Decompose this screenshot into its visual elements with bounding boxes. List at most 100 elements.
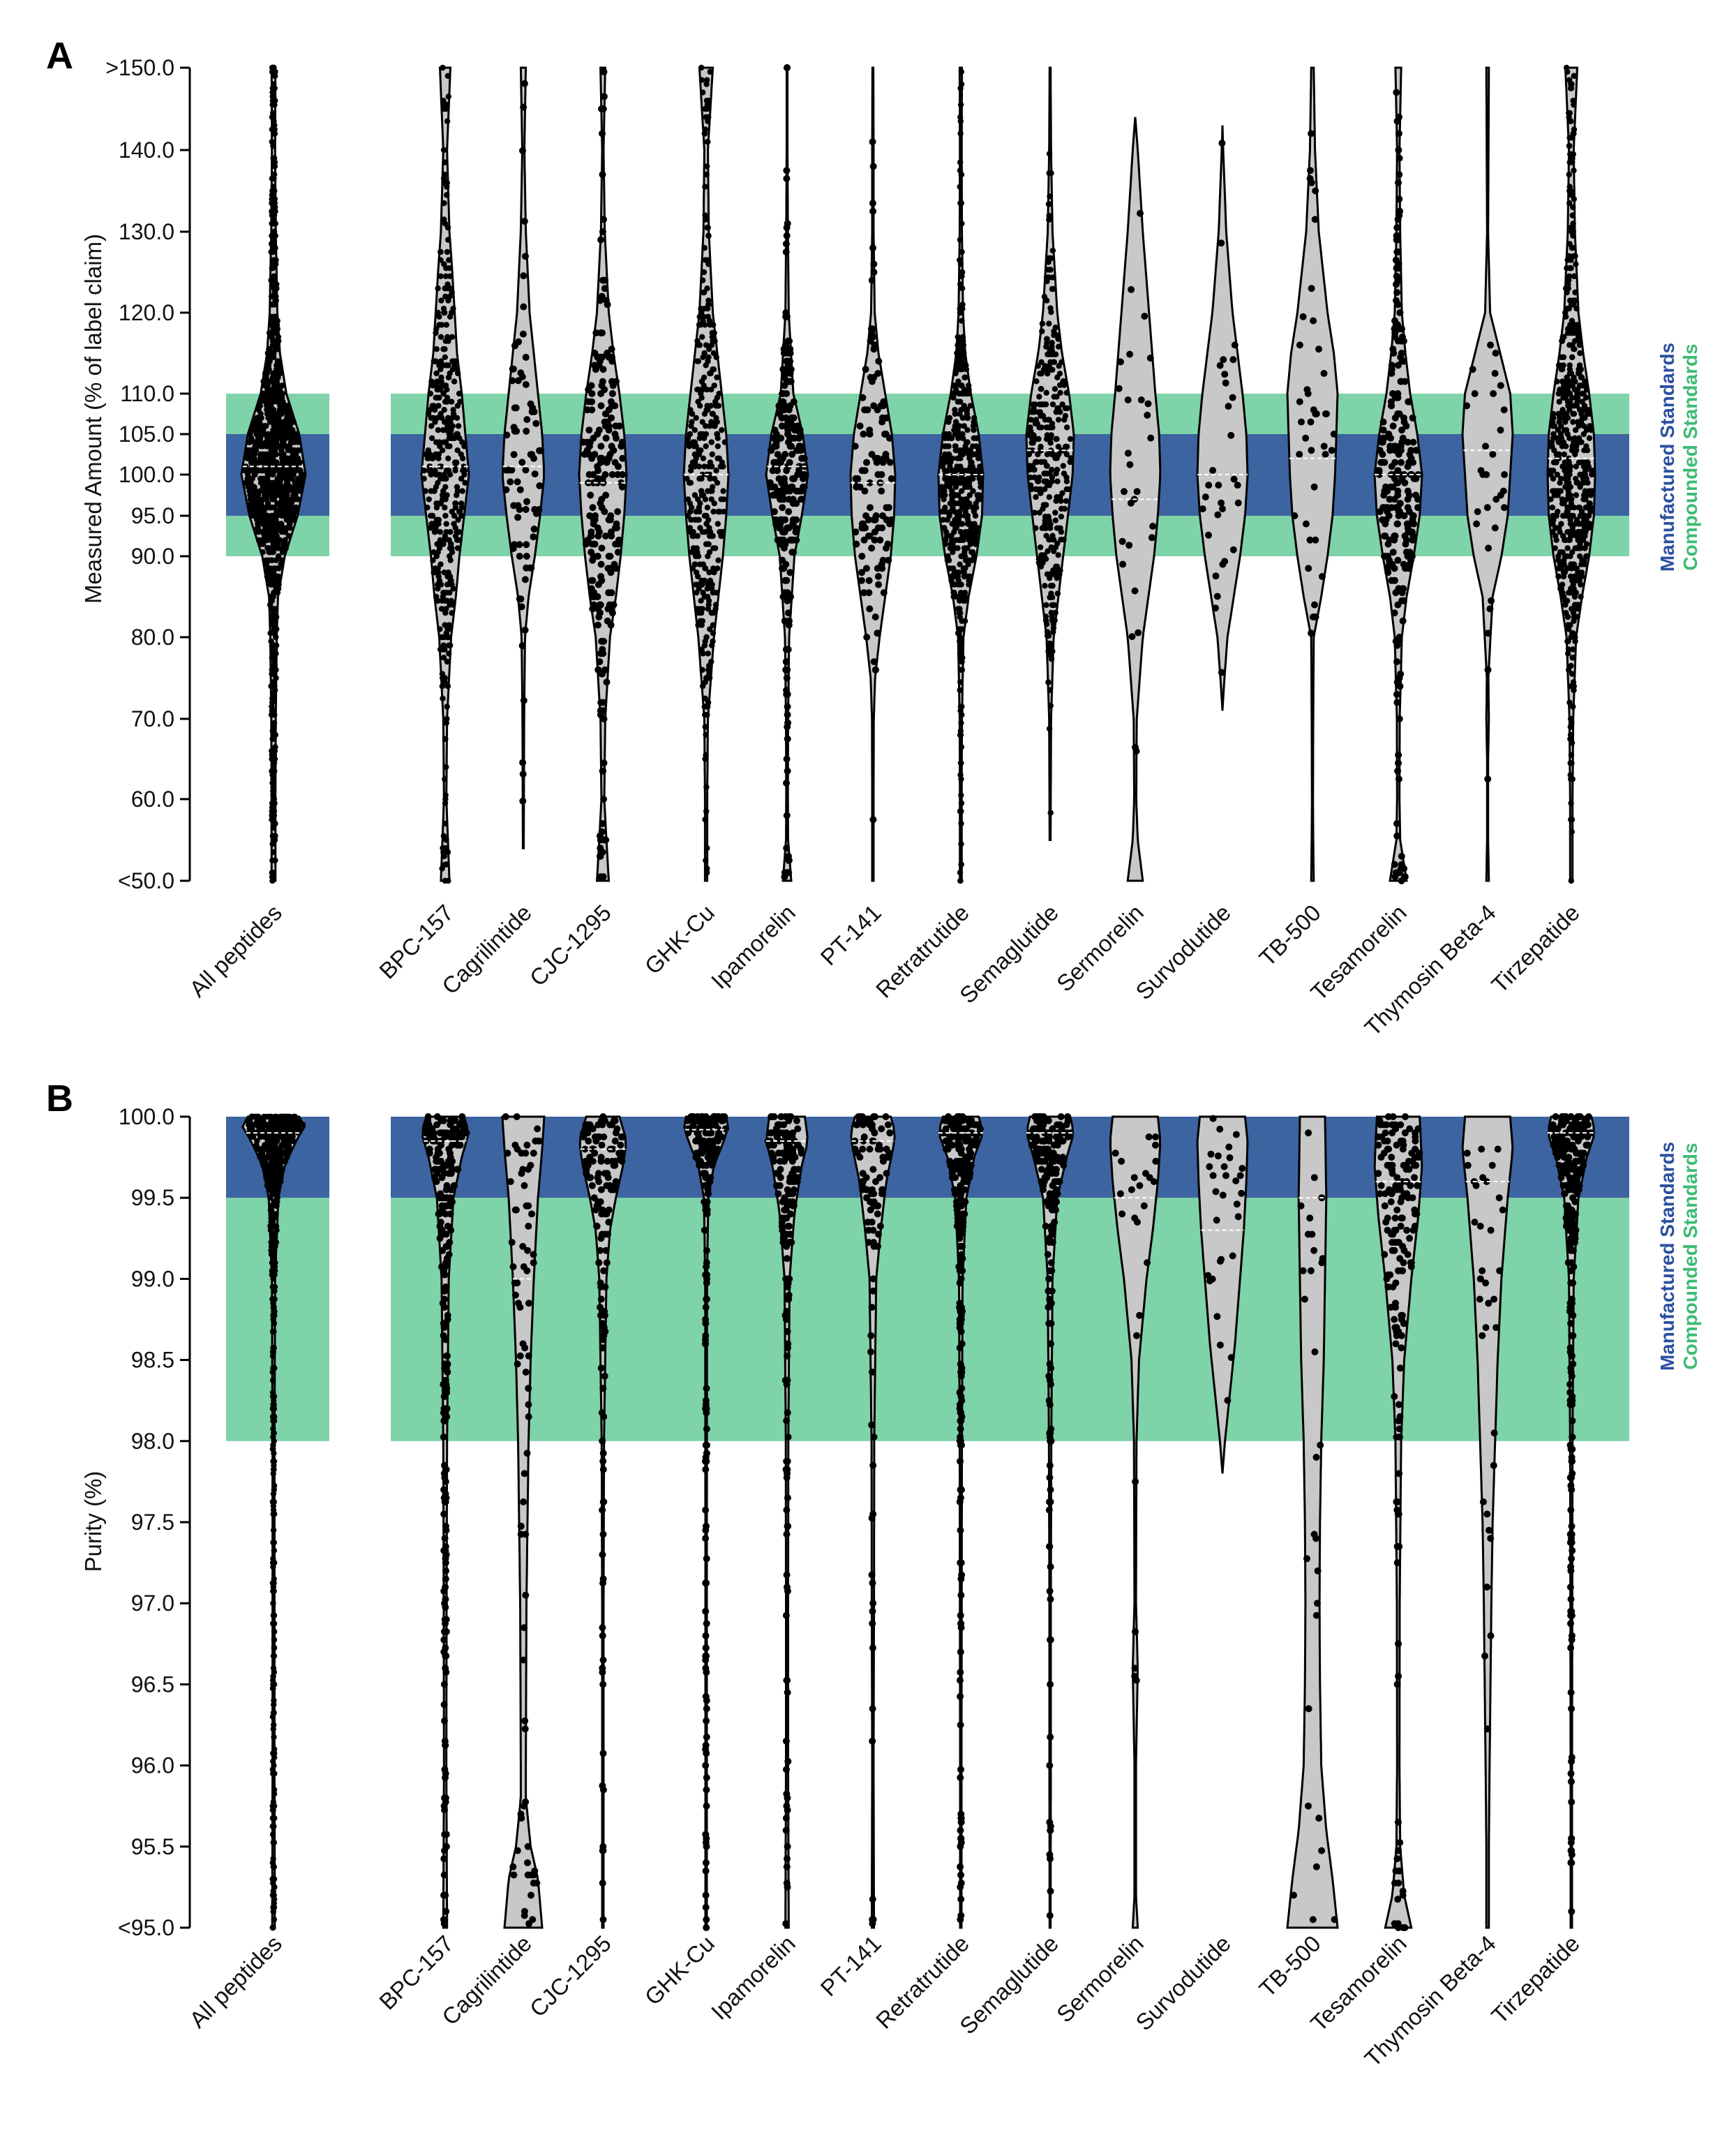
- data-point: [1391, 414, 1399, 422]
- data-point: [701, 269, 708, 276]
- data-point: [1404, 504, 1412, 512]
- data-point: [442, 221, 449, 227]
- data-point: [455, 423, 462, 429]
- data-point: [269, 1823, 276, 1829]
- data-point: [255, 435, 262, 441]
- data-point: [1580, 537, 1587, 543]
- data-point: [458, 451, 464, 458]
- data-point: [1215, 482, 1222, 489]
- data-point: [958, 861, 964, 868]
- data-point: [853, 540, 860, 548]
- data-point: [274, 439, 280, 445]
- data-point: [784, 357, 791, 365]
- data-point: [1043, 436, 1050, 442]
- data-point: [1580, 496, 1587, 503]
- data-point: [430, 382, 436, 389]
- data-point: [608, 533, 615, 539]
- data-point: [1560, 415, 1566, 421]
- data-point: [700, 289, 707, 296]
- data-point: [782, 487, 790, 495]
- data-point: [695, 553, 702, 560]
- data-point: [698, 492, 705, 498]
- data-point: [869, 138, 876, 146]
- data-point: [271, 796, 277, 803]
- data-point: [514, 478, 521, 486]
- data-point: [973, 505, 980, 511]
- data-point: [1405, 565, 1412, 572]
- data-point: [443, 764, 449, 771]
- data-point: [714, 521, 721, 527]
- data-point: [273, 1223, 280, 1230]
- data-point: [277, 505, 283, 511]
- data-point: [781, 516, 789, 523]
- data-point: [443, 606, 449, 612]
- data-point: [955, 334, 961, 340]
- data-point: [770, 508, 778, 516]
- data-point: [270, 776, 276, 782]
- violin-sermorelin: [1109, 117, 1162, 882]
- data-point: [1399, 617, 1407, 625]
- data-point: [443, 521, 449, 527]
- data-point: [878, 471, 885, 478]
- data-point: [447, 590, 453, 596]
- data-point: [1395, 751, 1402, 759]
- data-point: [785, 508, 793, 516]
- data-point: [1395, 130, 1402, 137]
- data-point: [428, 471, 434, 478]
- panel-b-violins: [241, 1113, 1596, 1931]
- data-point: [957, 118, 964, 124]
- data-point: [1587, 492, 1594, 498]
- data-point: [1030, 440, 1036, 446]
- data-point: [962, 447, 968, 454]
- data-point: [276, 565, 282, 572]
- data-point: [447, 557, 454, 563]
- data-point: [285, 484, 292, 490]
- data-point: [1562, 537, 1568, 543]
- data-point: [522, 466, 530, 474]
- y-tick-label: 80.0: [131, 625, 174, 650]
- data-point: [285, 533, 292, 539]
- data-point: [1573, 602, 1580, 608]
- data-point: [888, 475, 895, 482]
- data-point: [521, 576, 529, 583]
- y-tick-label: >150.0: [105, 55, 174, 80]
- data-point: [1586, 435, 1593, 441]
- data-point: [1567, 322, 1573, 328]
- data-point: [691, 492, 698, 498]
- data-point: [271, 1900, 277, 1907]
- data-point: [1043, 343, 1049, 350]
- x-label-ipamorelin: Ipamorelin: [706, 900, 800, 994]
- data-point: [1571, 505, 1577, 511]
- data-point: [437, 248, 444, 255]
- data-point: [785, 406, 793, 414]
- data-point: [262, 1142, 269, 1148]
- data-point: [709, 329, 715, 336]
- data-point: [1477, 467, 1485, 475]
- data-point: [1052, 609, 1059, 616]
- data-point: [1047, 193, 1053, 200]
- data-point: [1310, 483, 1318, 491]
- data-point: [1046, 151, 1053, 157]
- data-point: [1463, 402, 1471, 410]
- data-point: [958, 760, 964, 766]
- data-point: [859, 394, 867, 401]
- data-point: [698, 597, 704, 604]
- data-point: [858, 467, 866, 475]
- data-point: [860, 431, 867, 438]
- data-point: [1401, 378, 1409, 385]
- data-point: [1225, 403, 1232, 410]
- data-point: [1566, 699, 1573, 706]
- data-point: [448, 435, 455, 441]
- data-point: [959, 273, 965, 279]
- data-point: [1038, 424, 1045, 431]
- data-point: [948, 492, 955, 498]
- data-point: [968, 525, 974, 531]
- data-point: [270, 1527, 277, 1533]
- data-point: [452, 533, 459, 539]
- data-point: [1577, 350, 1583, 357]
- data-point: [1571, 273, 1578, 279]
- data-point: [715, 508, 721, 515]
- data-point: [1379, 516, 1386, 523]
- data-point: [700, 650, 706, 657]
